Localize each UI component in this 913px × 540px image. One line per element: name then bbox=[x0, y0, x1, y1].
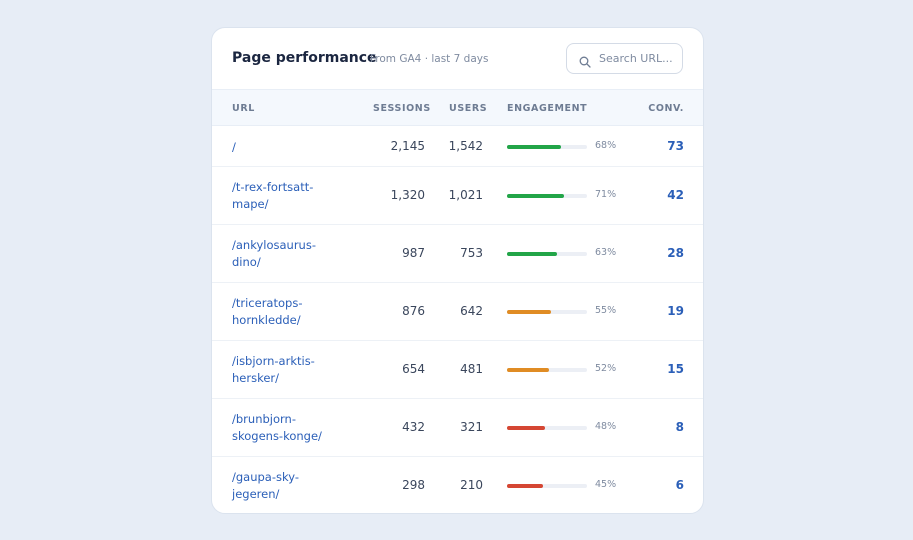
table-row[interactable]: /isbjorn-arktis-hersker/654 481 52% 15 bbox=[212, 341, 703, 399]
row-url-link[interactable]: /gaupa-sky-jegeren/ bbox=[232, 469, 342, 503]
row-url-link[interactable]: /ankylosaurus-dino/ bbox=[232, 237, 342, 271]
row-sessions: 298 bbox=[402, 478, 425, 492]
engagement-percent: 55% bbox=[595, 305, 617, 316]
engagement-bar-fill bbox=[507, 194, 564, 198]
row-url-link[interactable]: /brunbjorn-skogens-konge/ bbox=[232, 411, 342, 445]
column-header-users[interactable]: USERS bbox=[449, 103, 488, 114]
search-input[interactable] bbox=[599, 52, 681, 65]
table-header: URL SESSIONS USERS ENGAGEMENT CONV. bbox=[212, 89, 703, 126]
row-conversions: 8 bbox=[675, 420, 684, 434]
table-row[interactable]: /triceratops-hornkledde/876 642 55% 19 bbox=[212, 283, 703, 341]
engagement-bar-fill bbox=[507, 252, 558, 256]
page-title: Page performance bbox=[232, 50, 377, 66]
engagement-percent: 48% bbox=[595, 421, 617, 432]
row-url-line: mape/ bbox=[232, 197, 269, 211]
engagement-bar bbox=[507, 310, 587, 314]
engagement-bar bbox=[507, 484, 587, 488]
engagement-bar-fill bbox=[507, 484, 543, 488]
row-url-line: jegeren/ bbox=[232, 487, 280, 501]
engagement-bar-fill bbox=[507, 310, 551, 314]
row-users: 1,021 bbox=[448, 188, 483, 202]
engagement-percent: 71% bbox=[595, 189, 617, 200]
engagement-bar bbox=[507, 426, 587, 430]
row-sessions: 987 bbox=[402, 246, 425, 260]
row-sessions: 2,145 bbox=[390, 138, 425, 153]
row-url-link[interactable]: /isbjorn-arktis-hersker/ bbox=[232, 353, 342, 387]
row-url-line: dino/ bbox=[232, 255, 261, 269]
engagement-percent: 68% bbox=[595, 139, 617, 151]
row-url-link[interactable]: / bbox=[232, 139, 342, 156]
row-url-line: /gaupa-sky- bbox=[232, 470, 300, 484]
search-box[interactable] bbox=[566, 43, 683, 74]
row-users: 210 bbox=[460, 478, 483, 492]
row-url-line: /triceratops- bbox=[232, 296, 303, 310]
table-row[interactable]: /gaupa-sky-jegeren/298 210 45% 6 bbox=[212, 457, 703, 513]
row-conversions: 42 bbox=[667, 188, 684, 202]
page-subtitle: From GA4 · last 7 days bbox=[370, 53, 489, 65]
row-url-line: hersker/ bbox=[232, 371, 280, 385]
table-body: / 2,145 1,542 68% 73/t-rex-fortsatt-mape/1,3… bbox=[212, 126, 703, 513]
column-header-conv[interactable]: CONV. bbox=[648, 103, 684, 114]
row-url-line: /brunbjorn- bbox=[232, 412, 296, 426]
row-url-line: skogens-konge/ bbox=[232, 429, 322, 443]
row-url-line: hornkledde/ bbox=[232, 313, 301, 327]
engagement-percent: 63% bbox=[595, 247, 617, 258]
row-users: 642 bbox=[460, 304, 483, 318]
engagement-percent: 52% bbox=[595, 363, 617, 374]
engagement-percent: 45% bbox=[595, 479, 617, 490]
page-performance-card: Page performance From GA4 · last 7 days … bbox=[211, 27, 704, 514]
row-url-line: / bbox=[232, 139, 236, 154]
column-header-engagement[interactable]: ENGAGEMENT bbox=[507, 103, 588, 114]
row-conversions: 6 bbox=[675, 478, 684, 492]
table-row[interactable]: /t-rex-fortsatt-mape/1,320 1,021 71% 42 bbox=[212, 167, 703, 225]
engagement-bar-fill bbox=[507, 426, 546, 430]
row-conversions: 19 bbox=[667, 304, 684, 318]
engagement-bar bbox=[507, 368, 587, 372]
card-header: Page performance From GA4 · last 7 days bbox=[212, 28, 703, 89]
row-users: 481 bbox=[460, 362, 483, 376]
row-sessions: 876 bbox=[402, 304, 425, 318]
table-row[interactable]: / 2,145 1,542 68% 73 bbox=[212, 126, 703, 167]
row-sessions: 432 bbox=[402, 420, 425, 434]
row-sessions: 654 bbox=[402, 362, 425, 376]
column-header-url[interactable]: URL bbox=[232, 103, 255, 114]
engagement-bar bbox=[507, 252, 587, 256]
row-users: 753 bbox=[460, 246, 483, 260]
row-users: 321 bbox=[460, 420, 483, 434]
row-url-line: /isbjorn-arktis- bbox=[232, 354, 315, 368]
engagement-bar bbox=[507, 194, 587, 198]
engagement-bar bbox=[507, 144, 587, 149]
row-sessions: 1,320 bbox=[390, 188, 425, 202]
row-users: 1,542 bbox=[448, 138, 483, 153]
engagement-bar-fill bbox=[507, 144, 562, 149]
engagement-bar-fill bbox=[507, 368, 549, 372]
column-header-sessions[interactable]: SESSIONS bbox=[373, 103, 431, 114]
row-url-link[interactable]: /t-rex-fortsatt-mape/ bbox=[232, 179, 342, 213]
row-url-link[interactable]: /triceratops-hornkledde/ bbox=[232, 295, 342, 329]
row-url-line: /ankylosaurus- bbox=[232, 238, 316, 252]
table-row[interactable]: /ankylosaurus-dino/987 753 63% 28 bbox=[212, 225, 703, 283]
row-conversions: 15 bbox=[667, 362, 684, 376]
row-url-line: /t-rex-fortsatt- bbox=[232, 180, 314, 194]
search-icon bbox=[579, 53, 591, 68]
row-conversions: 73 bbox=[667, 138, 684, 153]
row-conversions: 28 bbox=[667, 246, 684, 260]
table-row[interactable]: /brunbjorn-skogens-konge/432 321 48% 8 bbox=[212, 399, 703, 457]
